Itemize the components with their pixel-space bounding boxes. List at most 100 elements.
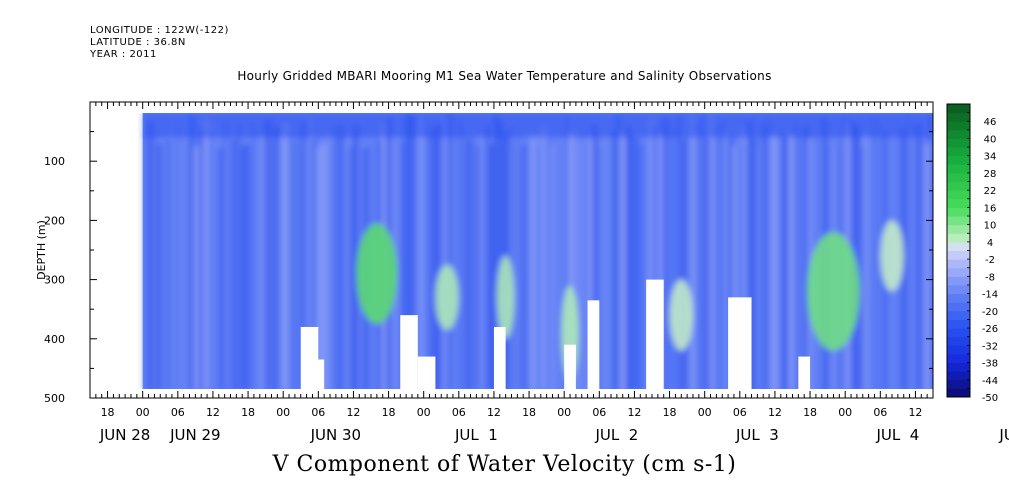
longitude-label: LONGITUDE : 122W(-122) bbox=[90, 25, 229, 36]
colorbar-label: -44 bbox=[982, 376, 998, 387]
heatmap-cell bbox=[414, 142, 420, 389]
latitude-label: LATITUDE : 36.8N bbox=[90, 37, 186, 48]
heatmap-cell bbox=[442, 117, 448, 389]
heatmap-cell bbox=[241, 145, 247, 389]
heatmap-cell bbox=[671, 130, 678, 389]
x-tick-label: 12 bbox=[346, 406, 360, 419]
chart: 18 00 06 12 18 00 06 12 18 00 06 12 18 00 06 12 18 00 06 12… bbox=[35, 101, 1009, 444]
heatmap-cell bbox=[507, 126, 514, 389]
heatmap-cell bbox=[465, 139, 472, 389]
colorbar-swatch bbox=[947, 250, 970, 260]
heatmap-cell bbox=[419, 117, 425, 389]
colorbar-swatch bbox=[947, 319, 970, 329]
x-tick-label: 18 bbox=[382, 406, 396, 419]
colorbar: 46 40 34 28 22 16 10 4 -2 -8 -14 -20 -26 -32 -38 -44 -50 bbox=[946, 103, 998, 404]
x-date-label: JUN 28 bbox=[99, 426, 150, 444]
heatmap-cell bbox=[545, 137, 551, 389]
heatmap-cell bbox=[325, 135, 331, 389]
heatmap-cell bbox=[596, 147, 603, 389]
axes-layer: 18 00 06 12 18 00 06 12 18 00 06 12 18 00 06 12 18 00 06 12… bbox=[35, 101, 1009, 444]
colorbar-swatch bbox=[947, 302, 970, 312]
heatmap-cell bbox=[395, 143, 401, 389]
heatmap-cell bbox=[297, 128, 303, 389]
colorbar-label: -2 bbox=[985, 255, 995, 266]
positive-patch bbox=[807, 232, 860, 351]
colorbar-label: -14 bbox=[982, 290, 998, 301]
heatmap-cell bbox=[489, 143, 495, 389]
x-date-label: JUL 3 bbox=[735, 426, 779, 444]
colorbar-swatch bbox=[947, 104, 970, 114]
positive-patch bbox=[880, 220, 904, 292]
x-tick-label: 00 bbox=[557, 406, 571, 419]
colorbar-label: 46 bbox=[984, 117, 997, 128]
y-tick-label: 300 bbox=[44, 274, 65, 287]
y-tick-label: 200 bbox=[44, 214, 65, 227]
colorbar-swatch bbox=[947, 267, 970, 277]
y-tick-label: 500 bbox=[44, 392, 65, 405]
missing-data-block bbox=[312, 359, 325, 391]
heatmap-cell bbox=[639, 144, 645, 389]
heatmap-cell bbox=[634, 138, 640, 389]
heatmap-cell bbox=[653, 127, 659, 389]
heatmap-cell bbox=[451, 115, 458, 389]
heatmap-cell bbox=[142, 113, 933, 138]
heatmap-cell bbox=[625, 126, 631, 389]
x-axis-title: V Component of Water Velocity (cm s-1) bbox=[272, 452, 737, 477]
heatmap-cell bbox=[643, 126, 650, 389]
heatmap-cell bbox=[278, 135, 284, 389]
colorbar-swatch bbox=[947, 345, 970, 355]
colorbar-label: 22 bbox=[984, 186, 997, 197]
heatmap-cell bbox=[447, 113, 453, 389]
colorbar-label: 28 bbox=[984, 169, 997, 180]
x-tick-label: 18 bbox=[101, 406, 115, 419]
colorbar-swatch bbox=[947, 336, 970, 346]
heatmap-cell bbox=[301, 121, 308, 389]
x-date-label: JUL 1 bbox=[454, 426, 498, 444]
x-date-label: JUL 4 bbox=[875, 426, 919, 444]
colorbar-swatch bbox=[947, 379, 970, 389]
colorbar-swatch bbox=[947, 181, 970, 191]
heatmap-cell bbox=[685, 132, 692, 389]
x-tick-label: 00 bbox=[417, 406, 431, 419]
heatmap-cell bbox=[676, 113, 682, 389]
heatmap-cell bbox=[175, 121, 181, 389]
heatmap-cell bbox=[859, 147, 865, 389]
heatmap-cell bbox=[615, 113, 621, 389]
heatmap-cell bbox=[774, 137, 781, 389]
colorbar-swatch bbox=[947, 138, 970, 148]
colorbar-swatch bbox=[947, 164, 970, 174]
heatmap-cell bbox=[578, 140, 584, 389]
heatmap-cell bbox=[742, 127, 748, 389]
heatmap-cell bbox=[147, 121, 153, 389]
heatmap-cell bbox=[250, 121, 256, 389]
heatmap-cell bbox=[292, 142, 298, 389]
heatmap-cell bbox=[348, 146, 355, 389]
heatmap-cell bbox=[629, 136, 636, 389]
heatmap-cell bbox=[667, 121, 673, 389]
heatmap-cell bbox=[484, 125, 490, 389]
colorbar-swatch bbox=[947, 155, 970, 165]
heatmap-cell bbox=[517, 127, 523, 389]
colorbar-label: -26 bbox=[982, 324, 998, 335]
heatmap-cell bbox=[611, 131, 617, 389]
heatmap-cell bbox=[212, 122, 219, 389]
missing-data-block bbox=[798, 356, 811, 391]
heatmap-cell bbox=[728, 134, 734, 389]
heatmap-cell bbox=[709, 113, 715, 389]
missing-data-block bbox=[646, 279, 664, 391]
colorbar-label: 34 bbox=[984, 152, 997, 163]
heatmap-cell bbox=[264, 120, 270, 389]
heatmap-cell bbox=[433, 125, 439, 389]
heatmap-cell bbox=[245, 144, 251, 389]
x-date-label: JUL 2 bbox=[594, 426, 638, 444]
y-axis-label: DEPTH (m) bbox=[35, 220, 48, 280]
colorbar-label: 16 bbox=[984, 203, 997, 214]
heatmap-cell bbox=[657, 132, 664, 389]
heatmap-cell bbox=[428, 130, 434, 389]
heatmap-cell bbox=[765, 118, 771, 389]
x-tick-label: 18 bbox=[803, 406, 817, 419]
x-tick-label: 00 bbox=[136, 406, 150, 419]
heatmap-cell bbox=[901, 129, 907, 389]
missing-data-block bbox=[400, 315, 418, 391]
x-tick-label: 06 bbox=[733, 406, 747, 419]
